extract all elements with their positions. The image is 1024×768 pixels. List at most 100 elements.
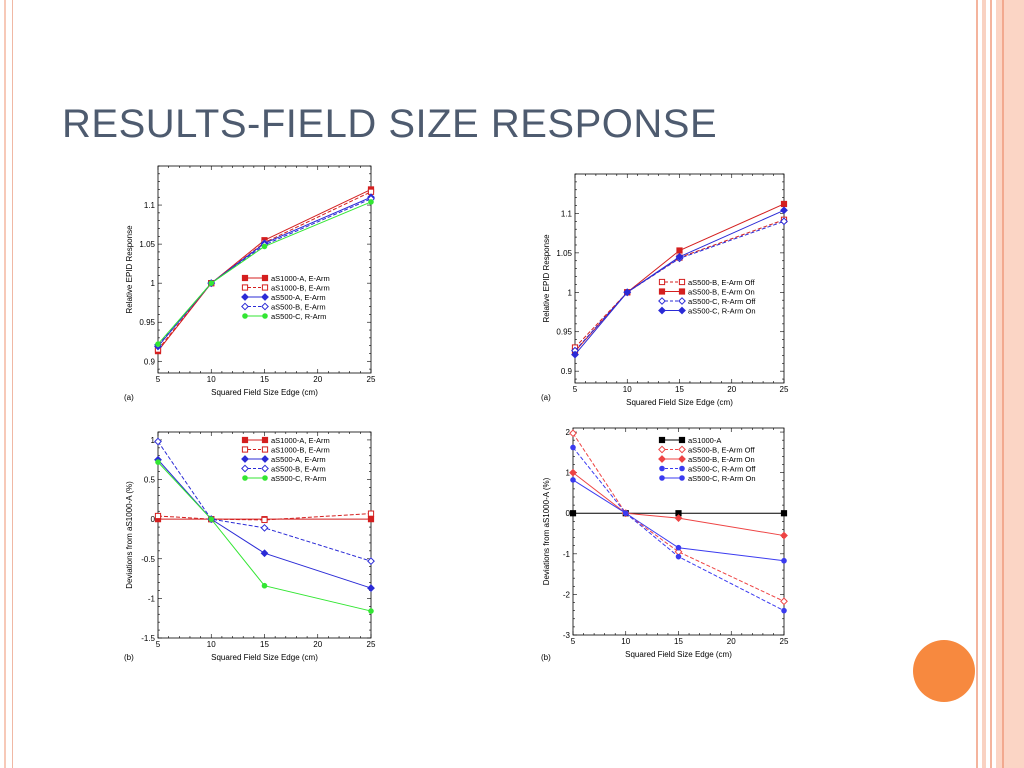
accent-circle bbox=[913, 640, 975, 702]
y-tick-label: 0 bbox=[566, 509, 571, 518]
legend-marker bbox=[658, 445, 666, 454]
legend-marker bbox=[678, 436, 686, 444]
legend-entry: aS1000-A bbox=[658, 436, 721, 445]
series-line bbox=[574, 220, 785, 351]
legend-entry: aS500-B, E-Arm bbox=[241, 302, 326, 311]
y-tick-label: -1 bbox=[148, 594, 156, 603]
chart-top-left: 5 10 15 20 25 0.9 0.95 1 1.05 1.1 Squared Field Si… bbox=[124, 165, 376, 402]
data-point bbox=[208, 280, 215, 286]
x-tick-label: 20 bbox=[727, 637, 736, 646]
legend-marker bbox=[658, 297, 666, 305]
legend-marker bbox=[261, 293, 269, 301]
series-3 bbox=[571, 206, 788, 359]
y-tick-label: 0.95 bbox=[556, 328, 572, 337]
y-tick-label: 2 bbox=[566, 428, 571, 437]
data-point bbox=[155, 341, 161, 347]
x-tick-label: 25 bbox=[367, 375, 376, 384]
data-point bbox=[260, 523, 269, 532]
data-point bbox=[261, 516, 268, 524]
chart-bottom-left: 5 10 15 20 25 -1.5 -1 -0.5 0 0.5 1 Squared Field Si… bbox=[124, 431, 376, 662]
legend-label: aS500-A, E-Arm bbox=[271, 455, 326, 464]
data-point bbox=[570, 477, 576, 483]
legend-marker bbox=[678, 455, 686, 463]
series-3 bbox=[570, 444, 787, 614]
data-point bbox=[780, 217, 788, 226]
y-axis-label: Deviations from aS1000-A (%) bbox=[125, 481, 134, 589]
series-4 bbox=[155, 459, 374, 614]
legend-marker bbox=[678, 445, 686, 454]
data-point bbox=[367, 584, 375, 592]
legend-marker bbox=[261, 455, 269, 463]
data-point bbox=[569, 468, 577, 477]
legend-marker bbox=[241, 284, 249, 291]
legend-label: aS500-B, E-Arm Off bbox=[688, 445, 755, 454]
y-tick-label: 1 bbox=[151, 279, 156, 288]
series-4 bbox=[570, 477, 787, 564]
legend-marker bbox=[658, 288, 666, 295]
legend-entry: aS500-A, E-Arm bbox=[241, 455, 326, 464]
series-line bbox=[157, 441, 372, 562]
legend-label: aS500-C, R-Arm On bbox=[688, 306, 756, 315]
plot-frame bbox=[157, 431, 372, 639]
x-tick-label: 25 bbox=[780, 637, 789, 646]
panel-label: (a) bbox=[541, 393, 551, 402]
legend-entry: aS1000-B, E-Arm bbox=[241, 445, 330, 454]
legend-marker bbox=[659, 475, 665, 481]
legend-marker bbox=[659, 465, 665, 472]
x-axis-label: Squared Field Size Edge (cm) bbox=[625, 650, 732, 659]
y-tick-label: 1.1 bbox=[561, 209, 573, 218]
legend-marker bbox=[679, 475, 685, 481]
legend-marker bbox=[678, 297, 686, 305]
legend-label: aS500-B, E-Arm bbox=[271, 302, 326, 311]
legend-entry: aS500-B, E-Arm Off bbox=[658, 445, 755, 454]
panel-label: (b) bbox=[541, 653, 551, 662]
data-point bbox=[675, 553, 682, 560]
legend-label: aS500-C, R-Arm Off bbox=[688, 297, 756, 306]
series-0 bbox=[569, 510, 788, 517]
legend-label: aS500-B, E-Arm On bbox=[688, 287, 755, 296]
data-point bbox=[569, 429, 577, 438]
x-tick-label: 5 bbox=[573, 385, 578, 394]
series-line bbox=[157, 191, 372, 350]
slide-frame-right bbox=[976, 0, 1024, 768]
legend-entry: aS500-C, R-Arm Off bbox=[658, 297, 756, 306]
x-tick-label: 10 bbox=[207, 640, 216, 649]
y-tick-label: 1 bbox=[151, 436, 156, 445]
x-tick-label: 15 bbox=[260, 640, 269, 649]
legend-entry: aS500-A, E-Arm bbox=[241, 293, 326, 302]
series-line bbox=[574, 209, 785, 355]
legend-label: aS500-C, R-Arm bbox=[271, 474, 326, 483]
data-point bbox=[154, 437, 162, 446]
legend-marker bbox=[262, 313, 268, 319]
legend-entry: aS500-B, E-Arm Off bbox=[658, 278, 755, 287]
legend-entry: aS500-B, E-Arm On bbox=[658, 287, 755, 296]
legend-entry: aS1000-A, E-Arm bbox=[241, 436, 330, 445]
y-tick-label: 0.95 bbox=[139, 318, 155, 327]
chart-bottom-right: 5 10 15 20 25 -3 -2 -1 0 1 2 Squared Field Size Edg… bbox=[541, 427, 789, 662]
y-tick-label: 0 bbox=[151, 515, 156, 524]
legend-marker bbox=[658, 436, 666, 444]
legend-entry: aS1000-B, E-Arm bbox=[241, 283, 330, 292]
x-tick-label: 5 bbox=[571, 637, 576, 646]
series-line bbox=[157, 198, 372, 346]
legend-entry: aS500-C, R-Arm Off bbox=[659, 464, 756, 473]
slide-frame-left bbox=[0, 0, 13, 768]
y-tick-label: -1.5 bbox=[141, 634, 155, 643]
legend-label: aS500-B, E-Arm Off bbox=[688, 278, 755, 287]
data-point bbox=[780, 597, 788, 606]
legend-entry: aS1000-A, E-Arm bbox=[241, 274, 330, 283]
x-tick-label: 10 bbox=[621, 637, 630, 646]
data-point bbox=[260, 549, 269, 558]
legend-label: aS1000-A bbox=[688, 436, 721, 445]
data-point bbox=[367, 557, 375, 566]
series-line bbox=[574, 219, 785, 348]
legend-label: aS500-C, R-Arm Off bbox=[688, 464, 756, 473]
data-point bbox=[261, 243, 268, 250]
plot-frame bbox=[572, 427, 785, 636]
y-tick-label: 1 bbox=[568, 288, 573, 297]
x-tick-label: 15 bbox=[675, 385, 684, 394]
legend-marker bbox=[261, 446, 269, 453]
y-tick-label: 1.05 bbox=[556, 249, 572, 258]
series-line bbox=[157, 459, 372, 589]
legend-label: aS500-A, E-Arm bbox=[271, 293, 326, 302]
